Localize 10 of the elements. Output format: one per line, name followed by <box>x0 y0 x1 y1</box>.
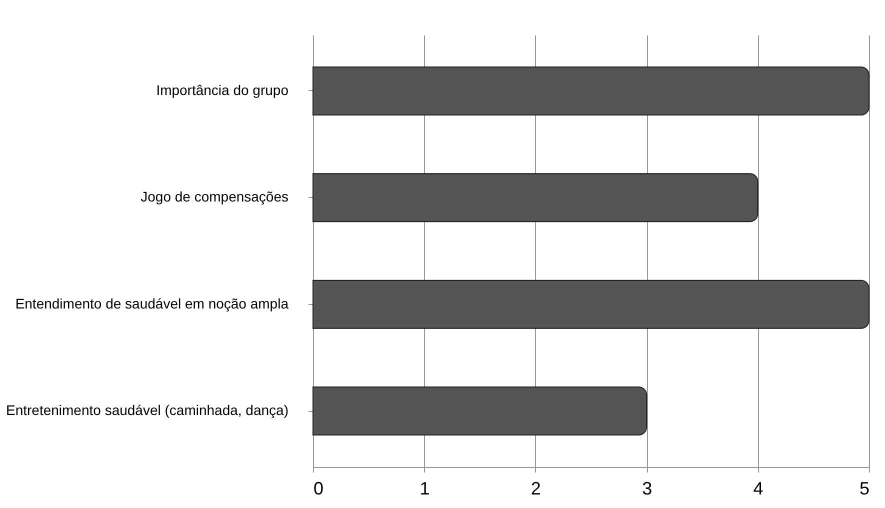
y-tick-label: Entretenimento saudável (caminhada, dança) <box>6 402 288 418</box>
x-tick-label: 1 <box>420 478 430 498</box>
y-tick-label: Entendimento de saudável em noção ampla <box>15 295 289 312</box>
x-tick-label: 0 <box>314 478 324 498</box>
y-tick-label: Importância do grupo <box>156 82 289 98</box>
x-tick-label: 4 <box>753 478 764 498</box>
x-tick-label: 3 <box>642 478 652 498</box>
y-tick-label: Jogo de compensações <box>140 188 288 205</box>
x-tick-label: 5 <box>859 478 870 498</box>
x-tick-label: 2 <box>530 478 541 498</box>
